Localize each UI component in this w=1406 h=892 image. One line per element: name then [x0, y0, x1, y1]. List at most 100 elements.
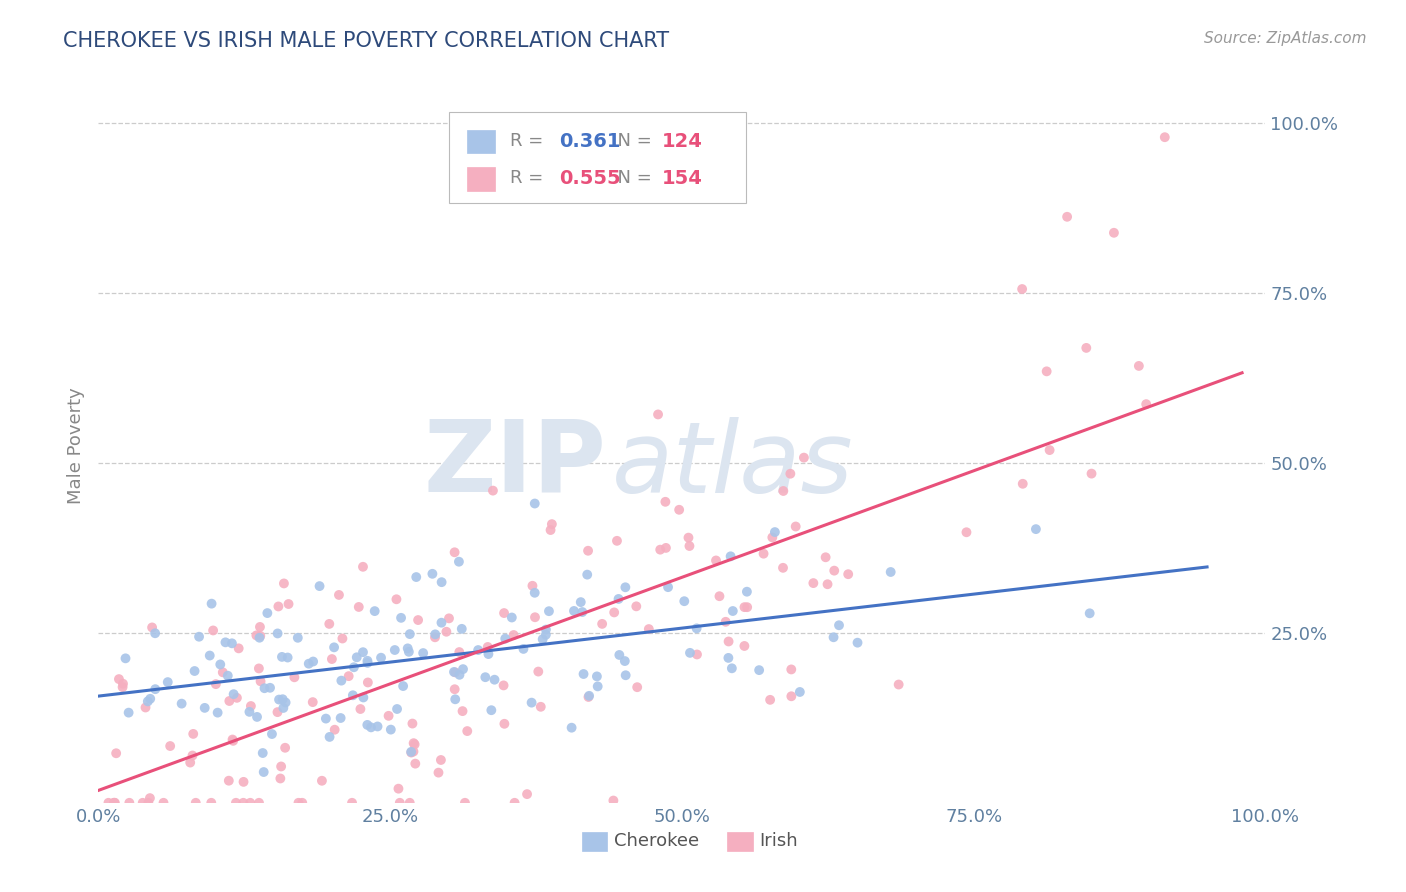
- Point: [302, 655, 325, 669]
- Point: [249, 674, 271, 689]
- Point: [540, 523, 562, 537]
- Point: [828, 618, 851, 632]
- Point: [423, 630, 446, 644]
- Point: [183, 664, 205, 678]
- Point: [1135, 397, 1157, 411]
- Point: [606, 533, 628, 548]
- Point: [232, 775, 254, 789]
- Point: [482, 483, 505, 498]
- Point: [404, 737, 426, 751]
- Point: [323, 640, 346, 655]
- Point: [443, 665, 465, 679]
- Point: [654, 495, 676, 509]
- Point: [444, 665, 467, 680]
- Point: [668, 503, 690, 517]
- Point: [181, 748, 204, 763]
- Point: [143, 626, 166, 640]
- Point: [225, 796, 247, 810]
- Point: [97, 796, 120, 810]
- Point: [377, 709, 399, 723]
- Point: [266, 626, 288, 640]
- Text: 154: 154: [662, 169, 703, 188]
- Point: [136, 694, 159, 708]
- Point: [211, 665, 233, 680]
- Point: [340, 796, 363, 810]
- Point: [717, 634, 740, 648]
- Point: [332, 632, 354, 646]
- Point: [434, 624, 457, 639]
- Point: [1011, 476, 1033, 491]
- Point: [363, 604, 385, 618]
- FancyBboxPatch shape: [582, 832, 607, 851]
- Point: [111, 677, 134, 691]
- Point: [200, 597, 222, 611]
- Point: [607, 591, 630, 606]
- Point: [541, 517, 564, 532]
- Point: [277, 597, 299, 611]
- Point: [318, 616, 340, 631]
- Text: CHEROKEE VS IRISH MALE POVERTY CORRELATION CHART: CHEROKEE VS IRISH MALE POVERTY CORRELATI…: [63, 31, 669, 51]
- Point: [484, 673, 506, 687]
- Point: [534, 623, 557, 637]
- Point: [576, 567, 599, 582]
- Point: [311, 773, 333, 788]
- Point: [817, 577, 839, 591]
- Point: [270, 759, 292, 773]
- Point: [104, 796, 127, 810]
- Point: [456, 724, 478, 739]
- Point: [591, 616, 613, 631]
- Point: [437, 611, 460, 625]
- Point: [846, 635, 869, 649]
- Point: [134, 700, 156, 714]
- Point: [657, 580, 679, 594]
- Point: [252, 746, 274, 760]
- Point: [198, 648, 221, 663]
- Point: [779, 467, 801, 481]
- Point: [955, 525, 977, 540]
- Point: [772, 483, 794, 498]
- Point: [402, 736, 425, 750]
- Point: [650, 542, 672, 557]
- Point: [271, 692, 294, 706]
- Point: [222, 734, 245, 748]
- Point: [370, 650, 392, 665]
- Point: [479, 703, 502, 717]
- Point: [228, 641, 250, 656]
- Point: [249, 620, 271, 634]
- Point: [714, 615, 737, 629]
- Point: [346, 650, 368, 665]
- Point: [679, 646, 702, 660]
- Point: [287, 796, 309, 810]
- FancyBboxPatch shape: [449, 112, 747, 203]
- Point: [527, 665, 550, 679]
- Point: [349, 702, 371, 716]
- Point: [569, 595, 592, 609]
- Point: [388, 796, 411, 810]
- Point: [454, 796, 477, 810]
- Point: [398, 627, 420, 641]
- Point: [217, 669, 239, 683]
- Point: [492, 678, 515, 692]
- Point: [1025, 522, 1047, 536]
- Point: [586, 669, 609, 683]
- Point: [721, 604, 744, 618]
- Point: [562, 604, 585, 618]
- Point: [249, 629, 271, 643]
- Y-axis label: Male Poverty: Male Poverty: [66, 388, 84, 504]
- Point: [328, 588, 350, 602]
- Point: [1078, 607, 1101, 621]
- Point: [274, 740, 297, 755]
- Point: [720, 549, 742, 564]
- Point: [561, 721, 583, 735]
- Point: [399, 745, 422, 759]
- Text: Irish: Irish: [759, 832, 797, 850]
- Point: [111, 680, 134, 694]
- Point: [267, 599, 290, 614]
- Point: [283, 670, 305, 684]
- Point: [321, 652, 343, 666]
- Point: [274, 696, 297, 710]
- Point: [785, 519, 807, 533]
- Point: [209, 657, 232, 672]
- Point: [273, 701, 295, 715]
- Point: [253, 681, 276, 696]
